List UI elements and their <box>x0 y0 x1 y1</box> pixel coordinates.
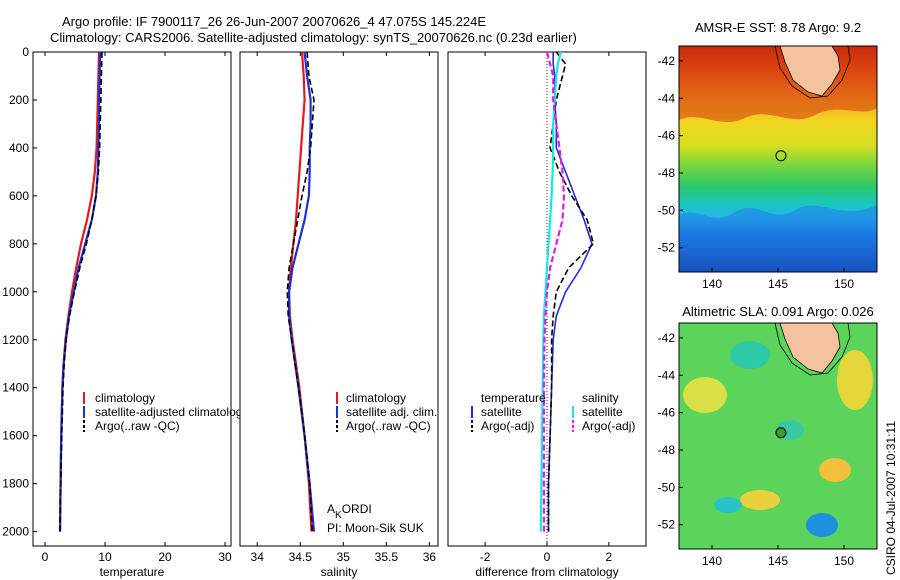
sst-front-cool <box>679 205 877 272</box>
salinity-panel: 34 34.5 35 35.5 36 salinity climatology sate… <box>239 51 439 579</box>
map-x-tick-label: 140 <box>702 554 722 568</box>
x-tick-label: 10 <box>98 550 112 564</box>
sst-map-title: AMSR-E SST: 8.78 Argo: 9.2 <box>695 20 861 35</box>
map-y-tick-label: -44 <box>658 368 676 382</box>
legend-heading-salinity: salinity <box>582 391 619 405</box>
y-tick-label: 1600 <box>2 429 29 443</box>
legend-heading-temperature: temperature <box>481 391 546 405</box>
x-tick-label: 34.5 <box>289 550 313 564</box>
difference-xlabel: difference from climatology <box>475 565 618 579</box>
map-y-tick-label: -52 <box>658 518 676 532</box>
tasmania-land <box>779 46 841 97</box>
x-tick-label: 2 <box>606 550 613 564</box>
sla-map-panel: Altimetric SLA: 0.091 Argo: 0.026 140 145… <box>658 304 878 568</box>
legend-label-temp-satellite: satellite <box>481 405 522 419</box>
series-line-temperature-argo-adj <box>547 51 595 532</box>
map-y-tick-label: -52 <box>658 241 676 255</box>
legend-label-temp-argo: Argo(-adj) <box>481 419 534 433</box>
y-tick-label: 1000 <box>2 285 29 299</box>
series-line-argo-raw-qc <box>59 51 103 532</box>
series-line-argo-raw-qc <box>286 51 315 532</box>
salinity-xlabel: salinity <box>321 565 358 579</box>
figure-title-line1: Argo profile: IF 7900117_26 26-Jun-2007 … <box>62 14 486 29</box>
y-tick-label: 800 <box>9 237 29 251</box>
salinity-axes-box <box>239 51 439 547</box>
x-tick-label: 35.5 <box>375 550 399 564</box>
sst-argo-marker <box>775 150 787 162</box>
credit-org: AKORDI <box>327 502 372 521</box>
map-y-tick-label: -42 <box>658 331 676 345</box>
legend-label-argo: Argo(..raw -QC) <box>346 419 431 433</box>
y-tick-label: 2000 <box>2 525 29 539</box>
y-tick-label: 1200 <box>2 333 29 347</box>
difference-legend: temperature satellite Argo(-adj) salinit… <box>471 391 635 433</box>
map-x-tick-label: 150 <box>834 277 854 291</box>
map-y-tick-label: -42 <box>658 54 676 68</box>
x-tick-label: 30 <box>218 550 232 564</box>
temperature-panel: 0 200 400 600 800 1000 1200 1400 1600 1800 2000 0 1… <box>2 45 248 579</box>
x-tick-label: 0 <box>42 550 49 564</box>
salinity-legend: climatology satellite adj. clim. Argo(..… <box>336 391 437 433</box>
sla-anomaly-low-1 <box>730 341 770 369</box>
map-y-tick-label: -46 <box>658 406 676 420</box>
map-y-tick-label: -48 <box>658 166 676 180</box>
legend-label-climatology: climatology <box>346 391 406 405</box>
y-tick-label: 400 <box>9 141 29 155</box>
map-y-tick-label: -50 <box>658 480 676 494</box>
tasmania-land-sla <box>779 323 841 374</box>
x-tick-label: 34 <box>251 550 265 564</box>
map-y-tick-label: -48 <box>658 443 676 457</box>
sla-argo-marker <box>775 427 787 439</box>
y-tick-label: 200 <box>9 93 29 107</box>
difference-panel: -2 0 2 difference from climatology tempera… <box>447 51 647 579</box>
sla-anomaly-high-4 <box>740 490 780 510</box>
map-x-tick-label: 145 <box>768 554 788 568</box>
map-y-tick-label: -50 <box>658 203 676 217</box>
map-x-tick-label: 145 <box>768 277 788 291</box>
series-line-salinity-argo-adj <box>542 51 566 532</box>
legend-label-satellite: satellite adj. clim. <box>346 405 437 419</box>
sst-contour <box>774 46 851 99</box>
sla-anomaly-low-2 <box>714 497 742 513</box>
map-x-tick-label: 140 <box>702 277 722 291</box>
sla-map-title: Altimetric SLA: 0.091 Argo: 0.026 <box>682 304 874 319</box>
temperature-axes-box <box>32 51 232 547</box>
credit-pi: PI: Moon-Sik SUK <box>327 521 424 535</box>
x-tick-label: 36 <box>423 550 437 564</box>
x-tick-label: 35 <box>337 550 351 564</box>
map-y-tick-label: -46 <box>658 129 676 143</box>
sla-anomaly-high-3 <box>819 458 851 482</box>
x-tick-label: 20 <box>158 550 172 564</box>
temperature-legend: climatology satellite-adjusted climatolo… <box>83 391 248 433</box>
series-line-salinity-satellite <box>539 51 562 532</box>
sla-contour <box>774 323 851 376</box>
sst-map-panel: AMSR-E SST: 8.78 Argo: 9.2 140 145 150 -42 -… <box>658 20 878 291</box>
sla-anomaly-high-2 <box>837 350 873 410</box>
sla-anomaly-high-1 <box>683 377 727 413</box>
legend-label-satellite: satellite-adjusted climatology <box>95 405 248 419</box>
legend-label-sal-argo: Argo(-adj) <box>582 419 635 433</box>
legend-label-climatology: climatology <box>95 391 155 405</box>
sla-anomaly-low-3 <box>806 513 838 537</box>
map-y-tick-label: -44 <box>658 91 676 105</box>
y-tick-label: 0 <box>22 45 29 59</box>
x-tick-label: -2 <box>480 550 491 564</box>
y-tick-label: 1800 <box>2 477 29 491</box>
legend-label-sal-satellite: satellite <box>582 405 623 419</box>
x-tick-label: 0 <box>544 550 551 564</box>
y-tick-label: 600 <box>9 189 29 203</box>
legend-label-argo: Argo(..raw -QC) <box>95 419 180 433</box>
map-x-tick-label: 150 <box>834 554 854 568</box>
figure-title-line2: Climatology: CARS2006. Satellite-adjuste… <box>50 30 577 45</box>
y-tick-label: 1400 <box>2 381 29 395</box>
csiro-stamp: CSIRO 04-Jul-2007 10:31:11 <box>884 421 898 575</box>
temperature-xlabel: temperature <box>100 565 165 579</box>
